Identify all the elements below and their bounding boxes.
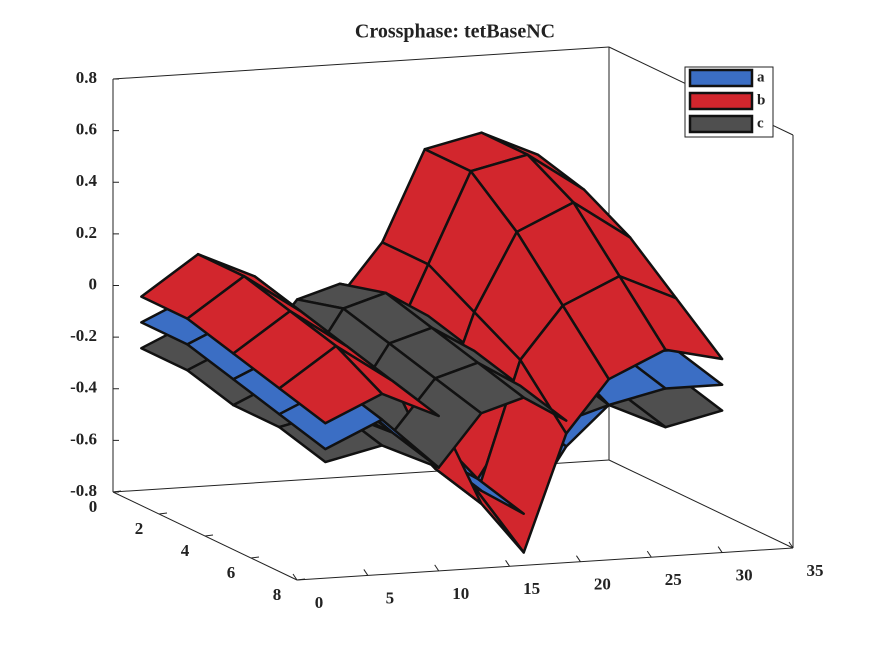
x-tick [292,573,298,581]
x-tick [646,550,652,558]
y-tick [112,490,122,493]
z-tick-label: 0 [89,274,98,293]
y-tick-label: 8 [273,585,282,604]
z-tick-label: 0.2 [76,223,97,242]
z-tick-label: 0.6 [76,120,97,139]
y-tick [296,578,306,581]
y-tick-label: 4 [181,541,190,560]
x-tick-label: 30 [736,565,753,584]
x-tick-label: 15 [523,579,540,598]
legend: abc [684,66,774,138]
z-tick-label: 0.4 [76,171,98,190]
axis-line [112,46,610,80]
z-tick-label: -0.4 [70,378,97,397]
y-tick [250,556,260,559]
x-tick [576,555,581,562]
y-tick-label: 2 [135,519,144,538]
legend-label: b [757,92,765,108]
z-tick-label: 0.8 [76,68,97,87]
axis-line [608,459,794,549]
x-tick-label: 25 [665,570,682,589]
y-tick-label: 0 [89,497,98,516]
x-tick [788,541,794,549]
x-tick-label: 0 [315,593,324,612]
x-tick [434,564,440,572]
axis-line [296,547,794,581]
x-tick [717,546,723,553]
x-tick [505,560,510,567]
surface-face [278,344,384,425]
chart-title: Crossphase: tetBaseNC [355,21,555,43]
legend-swatch [688,68,754,88]
y-tick [204,534,214,537]
z-tick-label: -0.6 [70,429,97,448]
z-tick-label: -0.2 [70,326,97,345]
x-tick-label: 20 [594,575,611,594]
x-tick-label: 35 [807,561,824,580]
x-tick-label: 5 [386,588,395,607]
surfaces [140,131,724,554]
y-tick-label: 6 [227,563,236,582]
legend-label: c [757,115,764,131]
axes-box: -0.8-0.6-0.4-0.200.20.40.60.80 5 10 15 20 25 3… [70,46,824,612]
x-tick [363,569,369,576]
z-tick-label: -0.8 [70,481,97,500]
legend-swatch [688,91,754,111]
legend-label: a [757,69,765,85]
x-tick-label: 10 [452,584,469,603]
legend-swatch [688,114,754,134]
y-tick [158,512,168,515]
